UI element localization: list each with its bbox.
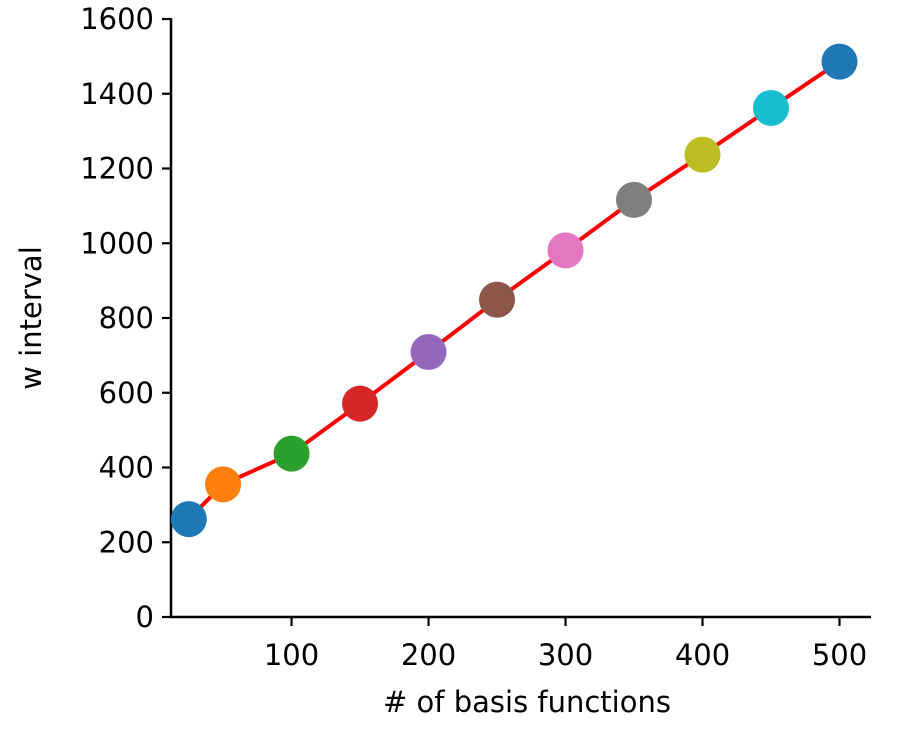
x-tick-label: 400 [675,638,730,672]
y-tick-label: 1200 [80,152,154,186]
plot-layer [170,43,858,538]
y-tick-label: 800 [99,301,154,335]
y-tick-label: 400 [99,451,154,485]
data-point [273,435,310,472]
x-tick-label: 200 [401,638,456,672]
x-tick-label: 100 [264,638,319,672]
data-point [342,385,379,422]
data-point [684,136,721,173]
data-point [205,466,242,503]
y-tick-label: 1000 [80,226,154,260]
data-point [821,43,858,80]
y-tick-label: 200 [99,525,154,559]
data-point [616,181,653,218]
y-tick-label: 1400 [80,77,154,111]
y-axis-label: w interval [14,246,48,390]
y-tick-label: 0 [136,600,154,634]
y-tick-label: 1600 [80,2,154,36]
x-axis-label: # of basis functions [383,685,671,719]
data-point [547,232,584,269]
y-ticks: 0 200 400 600 800 1000 1200 1400 1600 [80,2,171,634]
data-point [410,334,447,371]
x-tick-label: 300 [538,638,593,672]
data-point [479,281,516,318]
x-ticks: 100 200 300 400 500 [264,617,867,672]
data-point [170,501,207,538]
x-tick-label: 500 [812,638,867,672]
data-point [753,89,789,126]
y-tick-label: 600 [99,376,154,410]
